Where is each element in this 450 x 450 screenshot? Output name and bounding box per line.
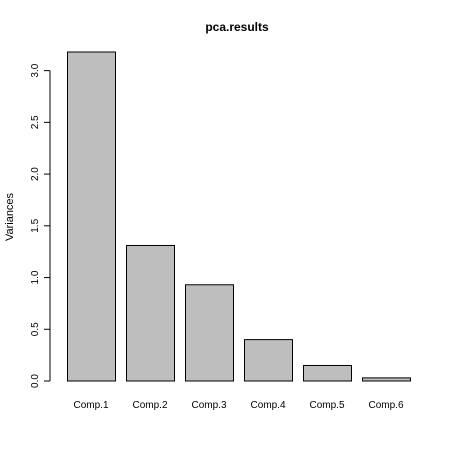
x-tick-label: Comp.1 [73,400,108,411]
chart-title: pca.results [205,20,269,34]
y-tick-label: 2.5 [30,115,41,129]
y-tick-label: 1.0 [30,270,41,284]
x-axis-tick-labels: Comp.1 Comp.2 Comp.3 Comp.4 Comp.5 Comp.6 [73,400,403,411]
y-tick-label: 1.5 [30,218,41,232]
y-tick-label: 0.0 [30,374,41,388]
bar-comp-6 [362,377,411,382]
y-tick-label: 0.5 [30,322,41,336]
y-tick-label: 2.0 [30,167,41,181]
x-tick-label: Comp.4 [250,400,285,411]
bar-comp-1 [67,51,116,382]
x-tick-label: Comp.3 [191,400,226,411]
bar-comp-2 [126,244,175,382]
bar-comp-5 [303,364,352,382]
y-tick-label: 3.0 [30,63,41,77]
y-axis-label: Variances [4,192,16,241]
y-axis: 0.0 0.5 1.0 1.5 2.0 2.5 3.0 [30,63,51,388]
bar-comp-3 [185,284,234,382]
bar-comp-4 [244,339,293,382]
bars [67,51,411,382]
x-tick-label: Comp.5 [309,400,344,411]
x-tick-label: Comp.2 [132,400,167,411]
x-tick-label: Comp.6 [368,400,403,411]
